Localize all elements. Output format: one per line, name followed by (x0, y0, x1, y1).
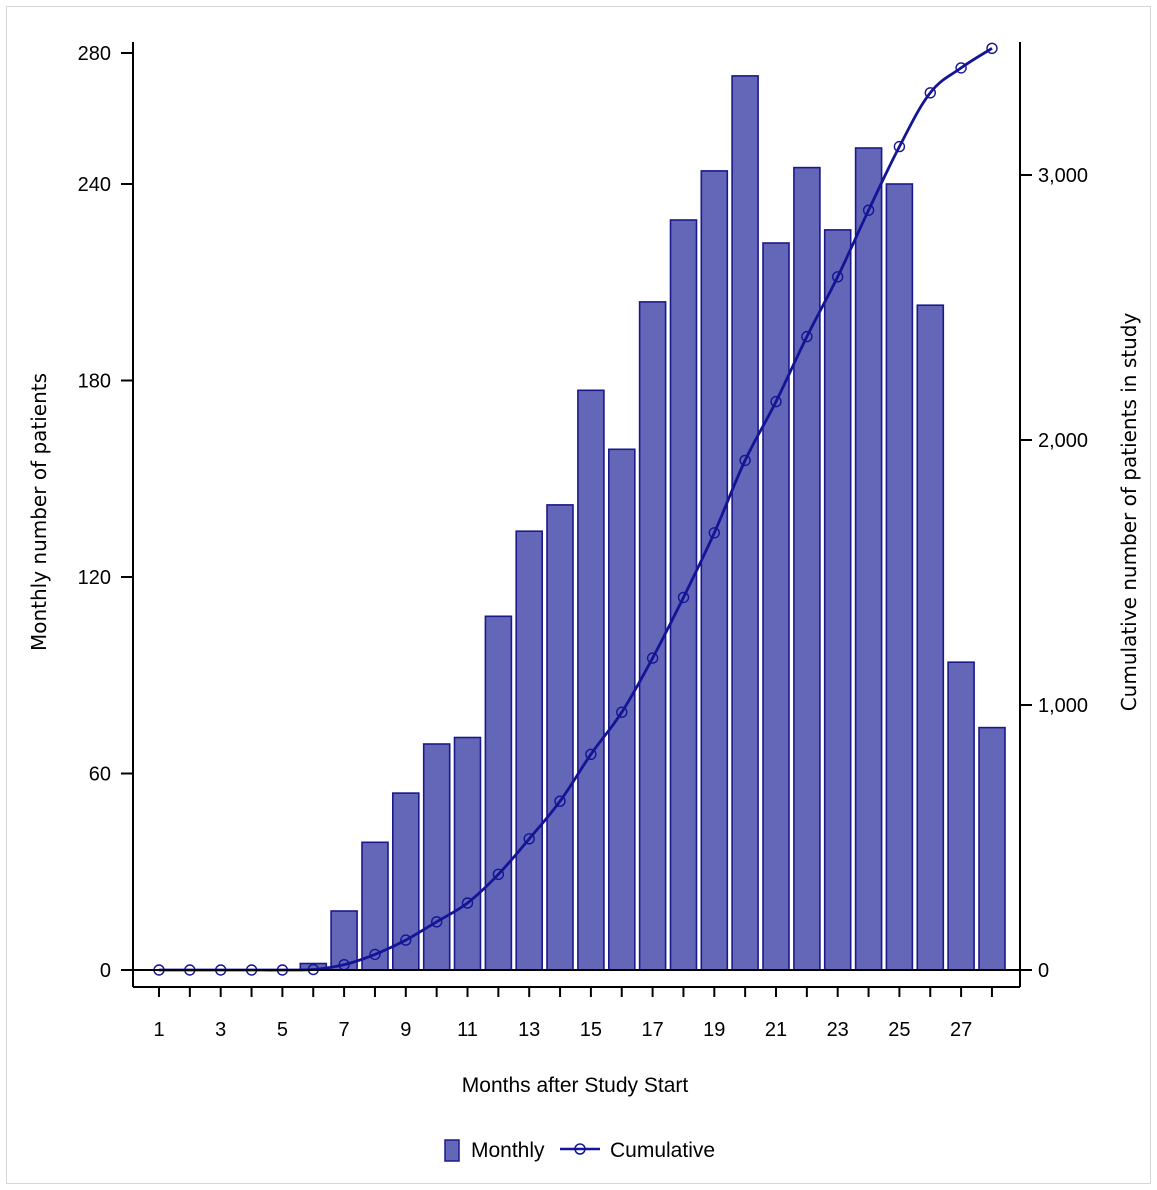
cumulative-point-month-27 (955, 62, 967, 74)
legend-label-cumulative: Cumulative (610, 1139, 715, 1162)
bar-month-24 (854, 147, 883, 971)
cumulative-point-month-16 (616, 706, 628, 718)
cumulative-point-month-20 (739, 454, 751, 467)
bar-month-20 (731, 75, 759, 971)
bar-month-22 (793, 166, 821, 971)
y-axis-title: Monthly number of patients (27, 373, 51, 651)
legend-swatch-monthly (444, 1139, 460, 1162)
y2-tick-label: 2,000 (1038, 430, 1088, 452)
bar-month-15 (577, 389, 605, 971)
cumulative-point-month-18 (677, 591, 690, 604)
x-tick-label: 15 (580, 1019, 602, 1041)
bar-month-17 (638, 301, 667, 971)
cumulative-point-month-25 (893, 140, 906, 153)
y2-axis-title: Cumulative number of patients in study (1117, 313, 1141, 712)
cumulative-point-month-9 (400, 934, 412, 946)
y2-tick-label: 3,000 (1038, 165, 1088, 187)
x-tick-label: 3 (215, 1019, 226, 1041)
chart-frame (6, 6, 1151, 1184)
bar-month-13 (515, 530, 544, 971)
bar-month-27 (947, 661, 975, 971)
x-tick-label: 19 (703, 1019, 725, 1041)
x-tick-label: 1 (153, 1019, 164, 1041)
x-tick-label: 7 (339, 1019, 350, 1041)
bar-month-12 (484, 615, 513, 971)
bar-month-14 (546, 504, 574, 971)
x-tick-label: 21 (765, 1019, 787, 1041)
bar-month-23 (823, 229, 852, 971)
y2-tick-label: 1,000 (1038, 695, 1088, 717)
cumulative-point-month-23 (832, 271, 844, 283)
x-tick-label: 13 (518, 1019, 540, 1041)
bar-month-19 (700, 170, 729, 971)
cumulative-point-month-14 (554, 795, 566, 807)
x-tick-label: 25 (888, 1019, 910, 1041)
y-tick-label: 0 (100, 960, 111, 982)
cumulative-point-month-28 (986, 42, 998, 54)
bar-month-26 (916, 304, 945, 971)
legend-marker-cumulative (574, 1143, 586, 1155)
y-tick-label: 180 (78, 371, 111, 393)
x-tick-label: 17 (641, 1019, 663, 1041)
bar-series-monthly (299, 75, 1006, 971)
x-tick-label: 27 (950, 1019, 972, 1041)
x-tick-label: 23 (827, 1019, 849, 1041)
cumulative-point-month-26 (924, 87, 936, 99)
x-tick-label: 11 (457, 1019, 478, 1041)
bar-month-11 (453, 736, 482, 971)
cumulative-point-month-12 (492, 868, 505, 880)
bar-month-21 (762, 242, 790, 971)
y-tick-label: 120 (78, 567, 111, 589)
x-tick-label: 5 (277, 1019, 288, 1041)
cumulative-point-month-22 (801, 330, 813, 343)
y-tick-label: 280 (78, 43, 111, 65)
cumulative-point-month-24 (862, 204, 875, 216)
cumulative-point-month-19 (708, 527, 720, 539)
y2-tick-label: 0 (1038, 960, 1049, 982)
cumulative-point-month-17 (646, 652, 659, 664)
cumulative-point-month-8 (369, 948, 381, 961)
cumulative-point-month-21 (770, 395, 782, 408)
legend-label-monthly: Monthly (471, 1139, 545, 1162)
bar-month-28 (978, 726, 1006, 971)
y-tick-label: 240 (78, 174, 111, 196)
legend: Monthly Cumulative (444, 1139, 715, 1162)
cumulative-point-month-15 (585, 748, 597, 760)
cumulative-point-month-10 (431, 916, 443, 928)
bar-month-25 (885, 183, 914, 971)
bar-month-10 (422, 743, 451, 971)
x-tick-label: 9 (400, 1019, 411, 1041)
cumulative-point-month-11 (461, 897, 474, 909)
y-tick-label: 60 (89, 764, 111, 786)
cumulative-point-month-13 (523, 833, 535, 845)
x-axis-title: Months after Study Start (462, 1074, 689, 1097)
